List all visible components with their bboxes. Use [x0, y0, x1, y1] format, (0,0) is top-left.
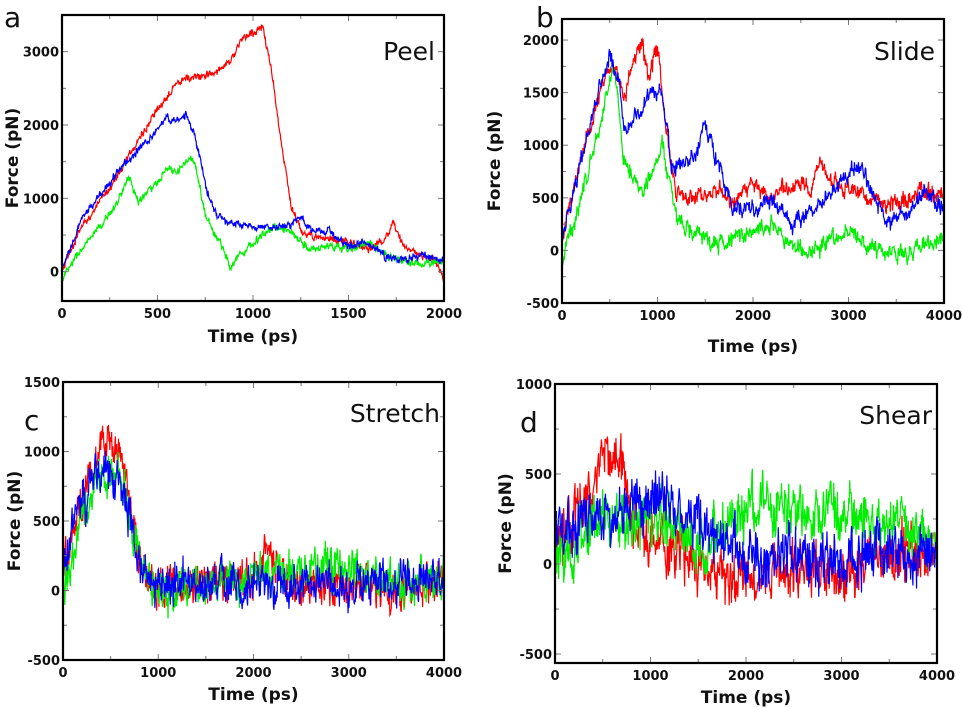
y-tick-label: 1000: [24, 446, 60, 461]
x-tick-label: 0: [557, 309, 566, 324]
x-tick-label: 4000: [926, 309, 962, 324]
series-line-run-1: [562, 37, 944, 245]
x-tick-label: 0: [58, 666, 67, 681]
y-tick-label: 0: [50, 266, 59, 281]
plot-area: [555, 433, 937, 606]
y-tick-label: 1000: [523, 139, 559, 154]
series-line-run-2: [555, 468, 937, 584]
x-tick-label: 3000: [830, 309, 866, 324]
x-tick-label: 2000: [426, 307, 462, 322]
panel-title: Stretch: [350, 399, 440, 428]
series-line-run-3: [63, 451, 444, 614]
plot-frame: [61, 380, 446, 662]
panel-letter: c: [24, 404, 39, 437]
panel-title: Slide: [874, 37, 935, 66]
y-tick-label: -500: [27, 654, 60, 669]
panel-a: 0 500 1000 1500 2000 0 1000 2000 3000 Time (ps) Fo…: [3, 1, 462, 347]
y-tick-label: 3000: [23, 46, 59, 61]
panel-title: Shear: [859, 401, 932, 430]
x-tick-label: 2000: [735, 309, 771, 324]
x-axis-label: Time (ps): [708, 337, 798, 357]
x-tick-label: 500: [144, 307, 171, 322]
series-line-run-3: [555, 470, 937, 597]
y-tick-label: 1000: [516, 378, 552, 393]
y-tick-label: -500: [526, 297, 559, 312]
plot-area: [63, 424, 444, 619]
plot-area: [62, 24, 444, 283]
panel-b: 0 1000 2000 3000 4000-5000500100015002000Tim…: [485, 1, 962, 357]
x-tick-label: 1000: [632, 669, 668, 684]
series-line-run-3: [562, 49, 944, 248]
y-tick-label: 0: [550, 244, 559, 259]
x-tick-label: 1500: [330, 307, 366, 322]
series-line-run-3: [62, 110, 444, 272]
panel-letter: a: [4, 1, 21, 34]
panel-d: 0 1000 2000 3000 4000 -500 0 500 1000 Time (ps) Fo…: [496, 378, 955, 708]
y-tick-label: 500: [33, 515, 60, 530]
x-tick-label: 2000: [235, 666, 271, 681]
y-tick-label: 500: [525, 468, 552, 483]
y-tick-label: 2000: [523, 34, 559, 49]
x-axis-label: Time (ps): [208, 685, 298, 705]
x-tick-label: 2000: [728, 669, 764, 684]
y-axis-label: Force (pN): [5, 471, 25, 571]
panel-title: Peel: [383, 37, 435, 66]
y-tick-label: 500: [532, 192, 559, 207]
x-axis-label: Time (ps): [208, 327, 298, 347]
x-axis-label: Time (ps): [701, 688, 791, 708]
y-axis-label: Force (pN): [496, 473, 516, 573]
x-tick-label: 3000: [331, 666, 367, 681]
y-axis-label: Force (pN): [3, 108, 23, 208]
x-tick-label: 3000: [823, 669, 859, 684]
y-tick-label: 1000: [23, 192, 59, 207]
y-tick-label: 0: [51, 585, 60, 600]
x-tick-label: 1000: [140, 666, 176, 681]
y-tick-label: -500: [519, 648, 552, 663]
x-tick-label: 1000: [639, 309, 675, 324]
series-line-run-2: [562, 63, 944, 268]
plot-frame: [553, 382, 939, 665]
y-axis-label: Force (pN): [485, 111, 505, 211]
plot-area: [562, 37, 944, 268]
x-tick-label: 4000: [919, 669, 955, 684]
y-tick-label: 1500: [523, 87, 559, 102]
y-tick-label: 0: [543, 558, 552, 573]
x-tick-label: 4000: [426, 666, 462, 681]
x-tick-label: 0: [57, 307, 66, 322]
x-tick-label: 0: [550, 669, 559, 684]
y-tick-label: 1500: [24, 376, 60, 391]
panel-letter: b: [536, 1, 554, 34]
y-tick-label: 2000: [23, 119, 59, 134]
x-tick-label: 1000: [235, 307, 271, 322]
plot-frame: [560, 17, 946, 305]
plot-frame: [60, 13, 446, 303]
panel-letter: d: [520, 406, 538, 439]
